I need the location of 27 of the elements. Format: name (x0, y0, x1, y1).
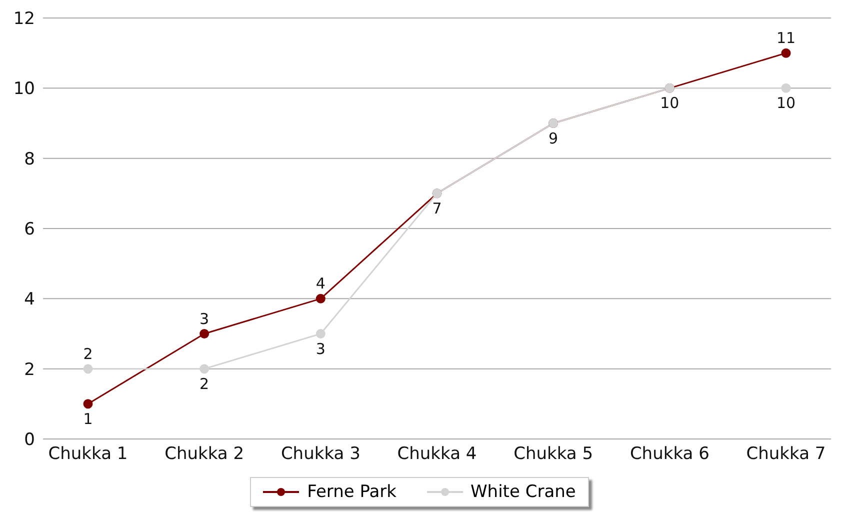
x-tick-label: Chukka 2 (164, 444, 244, 464)
data-label: 7 (432, 199, 442, 218)
y-tick-label: 4 (24, 290, 35, 310)
data-label: 3 (316, 340, 326, 358)
x-tick-label: Chukka 7 (746, 444, 826, 464)
y-tick-label: 8 (24, 149, 35, 170)
data-label: 1 (83, 410, 93, 428)
y-tick-label: 6 (24, 220, 35, 240)
data-label: 2 (83, 344, 93, 363)
x-tick-label: Chukka 3 (280, 444, 360, 464)
legend-label: White Crane (470, 482, 576, 502)
data-label: 10 (776, 94, 796, 112)
data-label: 4 (316, 274, 326, 293)
x-tick-label: Chukka 6 (630, 444, 710, 464)
data-label: 10 (660, 94, 680, 112)
data-label: 11 (776, 29, 796, 48)
data-label: 2 (200, 374, 210, 393)
legend-label: Ferne Park (307, 482, 396, 502)
y-tick-label: 12 (13, 9, 35, 30)
data-label: 9 (548, 129, 558, 148)
y-tick-label: 0 (24, 430, 35, 450)
x-tick-label: Chukka 1 (48, 444, 128, 464)
y-tick-label: 2 (24, 360, 35, 380)
y-tick-label: 10 (13, 79, 35, 100)
x-tick-label: Chukka 5 (514, 444, 594, 464)
x-tick-label: Chukka 4 (397, 444, 477, 464)
data-label: 3 (200, 310, 210, 328)
